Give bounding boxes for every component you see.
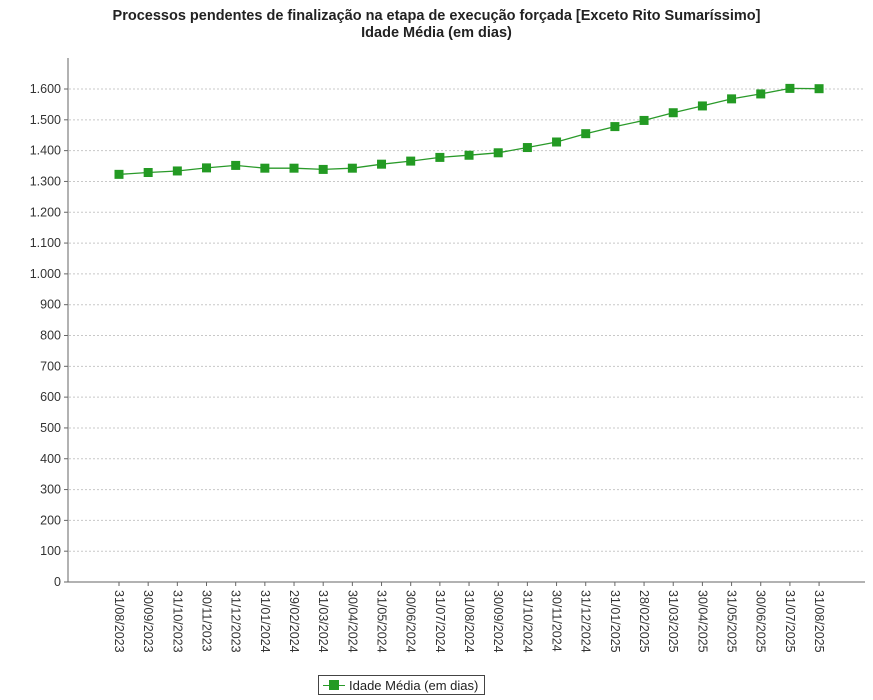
y-tick-label: 1.100 [30, 236, 61, 250]
data-point [143, 168, 153, 178]
x-tick-label: 30/06/2024 [404, 590, 418, 653]
y-tick-label: 500 [40, 421, 61, 435]
x-tick-label: 31/08/2023 [112, 590, 126, 653]
data-point [435, 152, 445, 162]
x-tick-label: 30/11/2024 [550, 590, 564, 652]
x-tick-label: 30/04/2024 [345, 590, 359, 653]
y-tick-label: 1.300 [30, 174, 61, 188]
data-point [347, 163, 357, 173]
chart-title: Processos pendentes de finalização na et… [112, 8, 761, 24]
x-tick-label: 31/07/2025 [783, 590, 797, 653]
data-point [668, 108, 678, 118]
data-point [581, 129, 591, 139]
series-line [118, 87, 820, 176]
x-tick-label: 30/11/2023 [200, 590, 214, 652]
data-point [377, 159, 387, 169]
x-tick-label: 30/09/2023 [141, 590, 155, 653]
x-tick-label: 31/01/2024 [258, 590, 272, 653]
x-tick-label: 28/02/2025 [637, 590, 651, 653]
data-point [639, 115, 649, 125]
y-tick-label: 400 [40, 452, 61, 466]
data-point [406, 156, 416, 166]
x-tick-label: 31/05/2025 [725, 590, 739, 653]
data-point [318, 164, 328, 174]
x-tick-label: 29/02/2024 [287, 590, 301, 653]
data-point [114, 169, 124, 179]
data-point [522, 143, 532, 153]
x-tick-label: 31/05/2024 [375, 590, 389, 653]
y-tick-label: 800 [40, 329, 61, 343]
y-tick-label: 100 [40, 544, 61, 558]
x-tick-label: 31/08/2024 [462, 590, 476, 653]
chart-legend: Idade Média (em dias) [318, 675, 486, 695]
y-tick-label: 1.500 [30, 113, 61, 127]
x-tick-label: 31/07/2024 [433, 590, 447, 653]
y-tick-label: 700 [40, 359, 61, 373]
y-tick-label: 300 [40, 483, 61, 497]
y-tick-label: 0 [54, 575, 61, 589]
data-point [172, 166, 182, 176]
legend-swatch [323, 679, 345, 691]
x-tick-label: 31/10/2023 [170, 590, 184, 653]
x-tick-label: 31/10/2024 [520, 590, 534, 653]
x-tick-label: 30/04/2025 [695, 590, 709, 653]
data-point [552, 137, 562, 147]
data-point [727, 94, 737, 104]
data-point [697, 101, 707, 111]
data-point [610, 122, 620, 132]
x-tick-label: 31/01/2025 [608, 590, 622, 653]
data-point [785, 83, 795, 93]
data-point [231, 160, 241, 170]
x-tick-label: 30/09/2024 [491, 590, 505, 653]
x-tick-label: 31/03/2024 [316, 590, 330, 653]
x-tick-label: 31/12/2024 [579, 590, 593, 653]
data-point [493, 148, 503, 158]
y-tick-label: 1.600 [30, 82, 61, 96]
y-tick-label: 900 [40, 298, 61, 312]
chart-subtitle: Idade Média (em dias) [361, 25, 512, 41]
data-point [289, 163, 299, 173]
y-tick-label: 1.200 [30, 205, 61, 219]
data-point [464, 150, 474, 160]
x-tick-label: 30/06/2025 [754, 590, 768, 653]
y-tick-label: 600 [40, 390, 61, 404]
data-point [260, 163, 270, 173]
data-point [202, 163, 212, 173]
x-tick-label: 31/08/2025 [812, 590, 826, 653]
y-tick-label: 1.000 [30, 267, 61, 281]
data-point [756, 89, 766, 99]
data-point [814, 84, 824, 94]
line-chart: 0 100 200 300 400 500 600 700 800 900 1.000 1.100 1.… [30, 58, 865, 653]
x-tick-label: 31/03/2025 [666, 590, 680, 653]
legend-label: Idade Média (em dias) [349, 677, 479, 693]
y-tick-label: 200 [40, 513, 61, 527]
y-tick-label: 1.400 [30, 144, 61, 158]
x-tick-label: 31/12/2023 [229, 590, 243, 653]
